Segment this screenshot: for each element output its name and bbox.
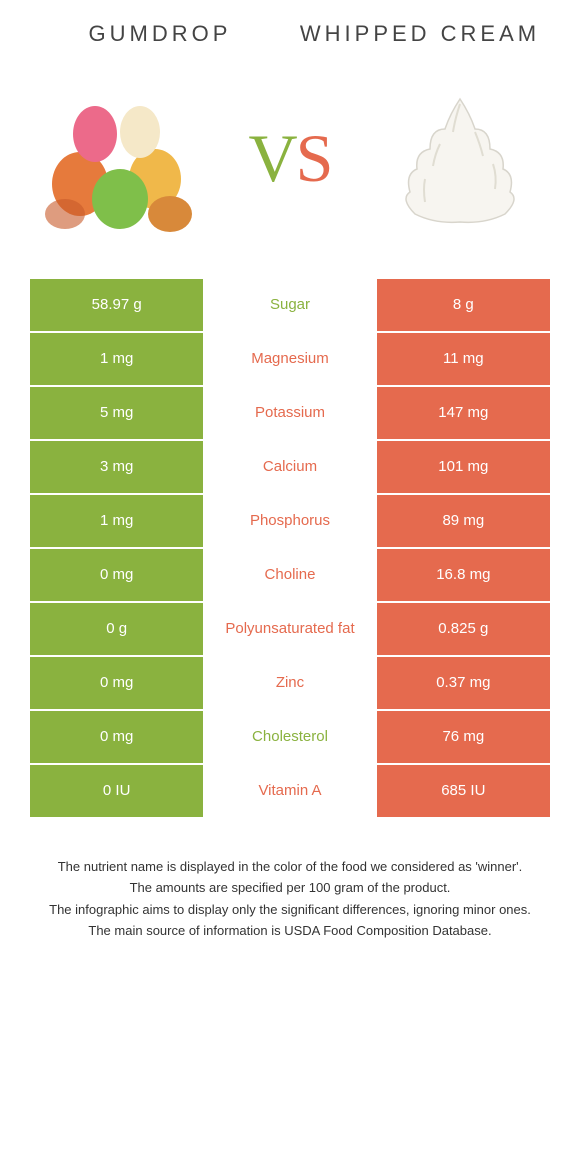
images-row: VS bbox=[30, 69, 550, 249]
left-value-cell: 0 mg bbox=[30, 657, 203, 709]
right-value-cell: 0.825 g bbox=[377, 603, 550, 655]
left-value-cell: 0 mg bbox=[30, 711, 203, 763]
header-row: Gumdrop Whipped cream bbox=[30, 20, 550, 49]
nutrient-label-cell: Polyunsaturated fat bbox=[203, 603, 376, 655]
table-row: 0 mgCholine16.8 mg bbox=[30, 549, 550, 601]
table-row: 0 mgZinc0.37 mg bbox=[30, 657, 550, 709]
footer-line-4: The main source of information is USDA F… bbox=[30, 921, 550, 941]
table-row: 0 mgCholesterol76 mg bbox=[30, 711, 550, 763]
nutrient-label-cell: Zinc bbox=[203, 657, 376, 709]
left-value-cell: 1 mg bbox=[30, 495, 203, 547]
comparison-table: 58.97 gSugar8 g1 mgMagnesium11 mg5 mgPot… bbox=[30, 279, 550, 817]
right-title: Whipped cream bbox=[290, 20, 550, 49]
gumdrop-image bbox=[30, 69, 210, 249]
left-value-cell: 58.97 g bbox=[30, 279, 203, 331]
whipped-cream-image bbox=[370, 69, 550, 249]
table-row: 3 mgCalcium101 mg bbox=[30, 441, 550, 493]
table-row: 1 mgPhosphorus89 mg bbox=[30, 495, 550, 547]
nutrient-label-cell: Potassium bbox=[203, 387, 376, 439]
nutrient-label-cell: Magnesium bbox=[203, 333, 376, 385]
left-value-cell: 0 IU bbox=[30, 765, 203, 817]
right-value-cell: 8 g bbox=[377, 279, 550, 331]
nutrient-label-cell: Vitamin A bbox=[203, 765, 376, 817]
right-value-cell: 89 mg bbox=[377, 495, 550, 547]
footer-line-3: The infographic aims to display only the… bbox=[30, 900, 550, 920]
left-value-cell: 0 mg bbox=[30, 549, 203, 601]
nutrient-label-cell: Choline bbox=[203, 549, 376, 601]
footer-notes: The nutrient name is displayed in the co… bbox=[30, 857, 550, 941]
right-value-cell: 0.37 mg bbox=[377, 657, 550, 709]
nutrient-label-cell: Sugar bbox=[203, 279, 376, 331]
vs-v: V bbox=[249, 120, 296, 196]
whipped-cream-icon bbox=[375, 74, 545, 244]
table-row: 0 IUVitamin A685 IU bbox=[30, 765, 550, 817]
table-row: 1 mgMagnesium11 mg bbox=[30, 333, 550, 385]
gumdrop-icon bbox=[35, 74, 205, 244]
right-value-cell: 101 mg bbox=[377, 441, 550, 493]
footer-line-1: The nutrient name is displayed in the co… bbox=[30, 857, 550, 877]
right-value-cell: 11 mg bbox=[377, 333, 550, 385]
right-value-cell: 16.8 mg bbox=[377, 549, 550, 601]
left-value-cell: 0 g bbox=[30, 603, 203, 655]
right-value-cell: 685 IU bbox=[377, 765, 550, 817]
table-row: 5 mgPotassium147 mg bbox=[30, 387, 550, 439]
nutrient-label-cell: Phosphorus bbox=[203, 495, 376, 547]
table-row: 0 gPolyunsaturated fat0.825 g bbox=[30, 603, 550, 655]
right-value-cell: 147 mg bbox=[377, 387, 550, 439]
left-title: Gumdrop bbox=[30, 20, 290, 49]
table-row: 58.97 gSugar8 g bbox=[30, 279, 550, 331]
left-value-cell: 1 mg bbox=[30, 333, 203, 385]
footer-line-2: The amounts are specified per 100 gram o… bbox=[30, 878, 550, 898]
vs-s: S bbox=[296, 120, 332, 196]
nutrient-label-cell: Calcium bbox=[203, 441, 376, 493]
right-value-cell: 76 mg bbox=[377, 711, 550, 763]
vs-label: VS bbox=[249, 119, 332, 198]
nutrient-label-cell: Cholesterol bbox=[203, 711, 376, 763]
left-value-cell: 3 mg bbox=[30, 441, 203, 493]
left-value-cell: 5 mg bbox=[30, 387, 203, 439]
